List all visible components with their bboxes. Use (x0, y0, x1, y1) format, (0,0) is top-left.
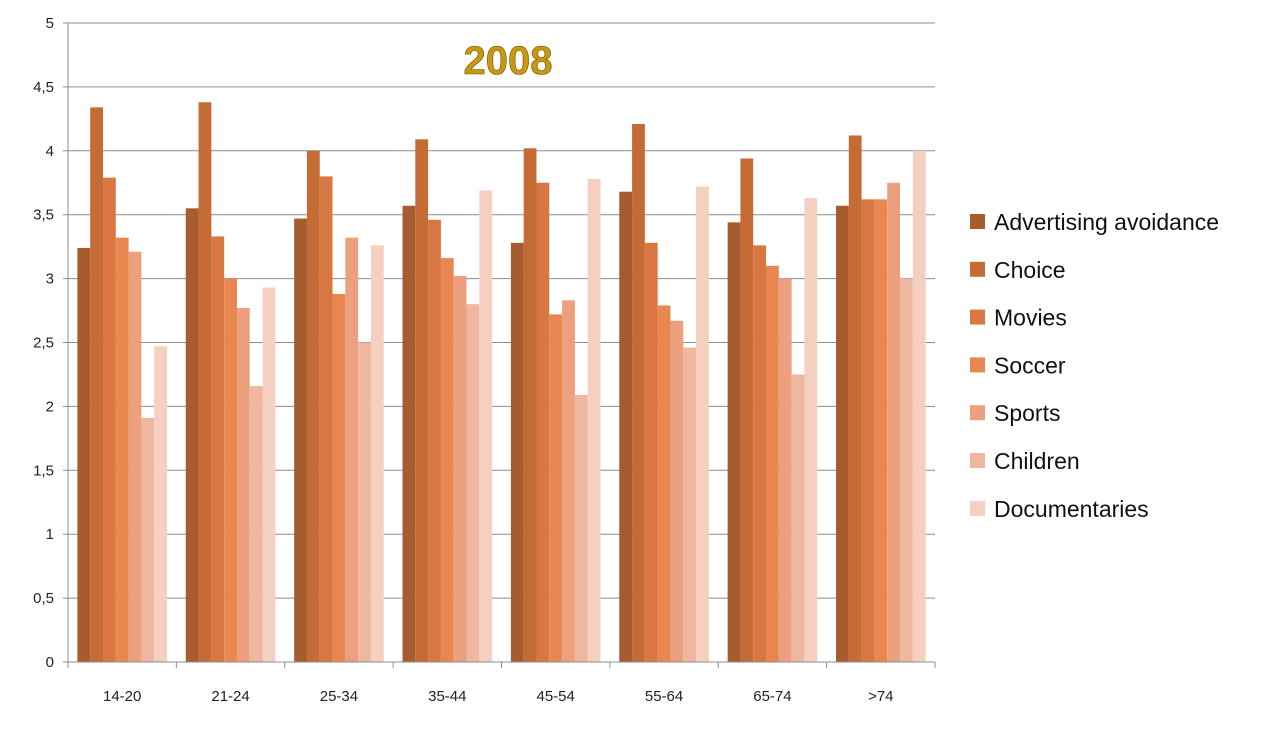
bar-advertising-avoidance-4554 (510, 242, 524, 662)
bar-soccer-4554 (549, 314, 563, 662)
bar-choice-1420 (90, 107, 103, 663)
bar-children-3544 (466, 304, 480, 662)
bar-soccer-5564 (657, 305, 671, 662)
legend-label: Advertising avoidance (994, 209, 1219, 235)
y-tick-label: 2 (46, 398, 54, 415)
bar-documentaries-4554 (587, 178, 601, 663)
bar-documentaries-6574 (804, 198, 818, 662)
bar-soccer-2124 (224, 278, 237, 662)
bar-choice-3544 (415, 139, 429, 663)
legend-label: Choice (994, 257, 1066, 283)
x-category-label: 55-64 (645, 688, 683, 705)
y-tick-label: 2,5 (33, 335, 54, 352)
legend-swatch (970, 309, 985, 325)
bar-movies-2124 (211, 236, 225, 662)
bar-documentaries-5564 (696, 186, 709, 662)
bar-movies-6574 (753, 245, 767, 662)
bar-children-6574 (791, 374, 805, 662)
y-tick-label: 3 (46, 271, 54, 288)
bar-soccer-2534 (332, 293, 346, 662)
y-tick-label: 4 (46, 143, 54, 160)
y-axis-tick-labels: 0 0,5 1 1,5 2 2,5 3 3,5 4 4,5 5 (33, 15, 54, 671)
x-category-label: 14-20 (103, 688, 141, 705)
x-category-label: 25-34 (320, 688, 358, 705)
x-category-label: >74 (868, 688, 893, 705)
bar-sports-5564 (670, 320, 684, 662)
legend-label: Documentaries (994, 496, 1149, 522)
y-tick-label: 0 (46, 654, 54, 671)
x-category-label: 45-54 (537, 688, 575, 705)
bar-documentaries-74 (912, 150, 926, 663)
legend-label: Soccer (994, 352, 1066, 378)
bar-sports-2534 (345, 237, 359, 662)
bar-soccer-3544 (440, 258, 454, 662)
bar-advertising-avoidance-1420 (77, 247, 91, 662)
bar-sports-2124 (236, 307, 250, 662)
bar-choice-2534 (306, 150, 320, 663)
bar-soccer-1420 (115, 237, 129, 662)
x-category-label: 65-74 (753, 688, 791, 705)
legend-swatch (970, 500, 985, 516)
y-tick-label: 1,5 (33, 462, 54, 479)
legend-swatch (970, 453, 985, 468)
bar-movies-74 (861, 199, 875, 663)
legend-label: Sports (994, 400, 1060, 426)
bar-advertising-avoidance-3544 (402, 205, 416, 662)
y-tick-label: 5 (46, 15, 54, 32)
axes (67, 23, 936, 668)
bar-children-4554 (574, 394, 588, 662)
bar-sports-6574 (778, 278, 792, 662)
bar-children-2534 (358, 342, 371, 662)
legend-swatch (970, 357, 985, 373)
chart-title: 2008 (464, 39, 553, 83)
y-tick-label: 0,5 (33, 590, 54, 607)
bar-sports-4554 (562, 300, 575, 662)
bar-documentaries-3544 (479, 190, 493, 663)
x-category-label: 35-44 (428, 688, 466, 705)
bar-documentaries-2534 (370, 245, 384, 662)
legend-swatch (970, 405, 985, 421)
bar-movies-4554 (536, 182, 550, 662)
y-tick-label: 1 (46, 526, 54, 543)
x-axis-category-labels: 14-20 21-24 25-34 35-44 45-54 55-64 65-74 >74 (103, 688, 894, 705)
bar-children-74 (900, 278, 913, 662)
bar-documentaries-2124 (262, 287, 276, 662)
bar-children-5564 (683, 347, 697, 662)
x-category-label: 21-24 (211, 688, 249, 705)
bar-advertising-avoidance-74 (836, 205, 849, 662)
bar-children-1420 (141, 417, 155, 662)
bar-sports-3544 (453, 276, 467, 662)
bar-advertising-avoidance-6574 (727, 222, 741, 662)
bar-advertising-avoidance-5564 (619, 191, 633, 662)
bar-advertising-avoidance-2534 (294, 218, 307, 662)
y-tick-label: 4,5 (33, 79, 54, 96)
legend-label: Children (994, 448, 1080, 474)
bar-movies-5564 (644, 242, 658, 662)
bar-sports-74 (887, 182, 901, 662)
bar-soccer-74 (874, 199, 888, 663)
y-tick-label: 3,5 (33, 207, 54, 224)
bar-sports-1420 (128, 251, 142, 662)
bar-advertising-avoidance-2124 (185, 208, 199, 662)
bar-movies-2534 (319, 176, 333, 663)
bar-children-2124 (249, 385, 263, 662)
legend-swatch (970, 261, 985, 277)
bar-choice-2124 (198, 102, 212, 663)
bar-choice-4554 (523, 148, 537, 663)
bar-movies-3544 (428, 219, 441, 662)
bar-documentaries-1420 (154, 346, 167, 662)
bar-movies-1420 (102, 177, 116, 662)
legend: Advertising avoidance Choice Movies Soccer S… (970, 209, 1219, 522)
legend-label: Movies (994, 305, 1067, 331)
bars (77, 102, 926, 663)
bar-soccer-6574 (766, 265, 779, 662)
legend-swatch (970, 214, 985, 229)
bar-choice-6574 (740, 158, 754, 662)
bar-choice-74 (848, 135, 862, 662)
bar-choice-5564 (632, 123, 645, 662)
